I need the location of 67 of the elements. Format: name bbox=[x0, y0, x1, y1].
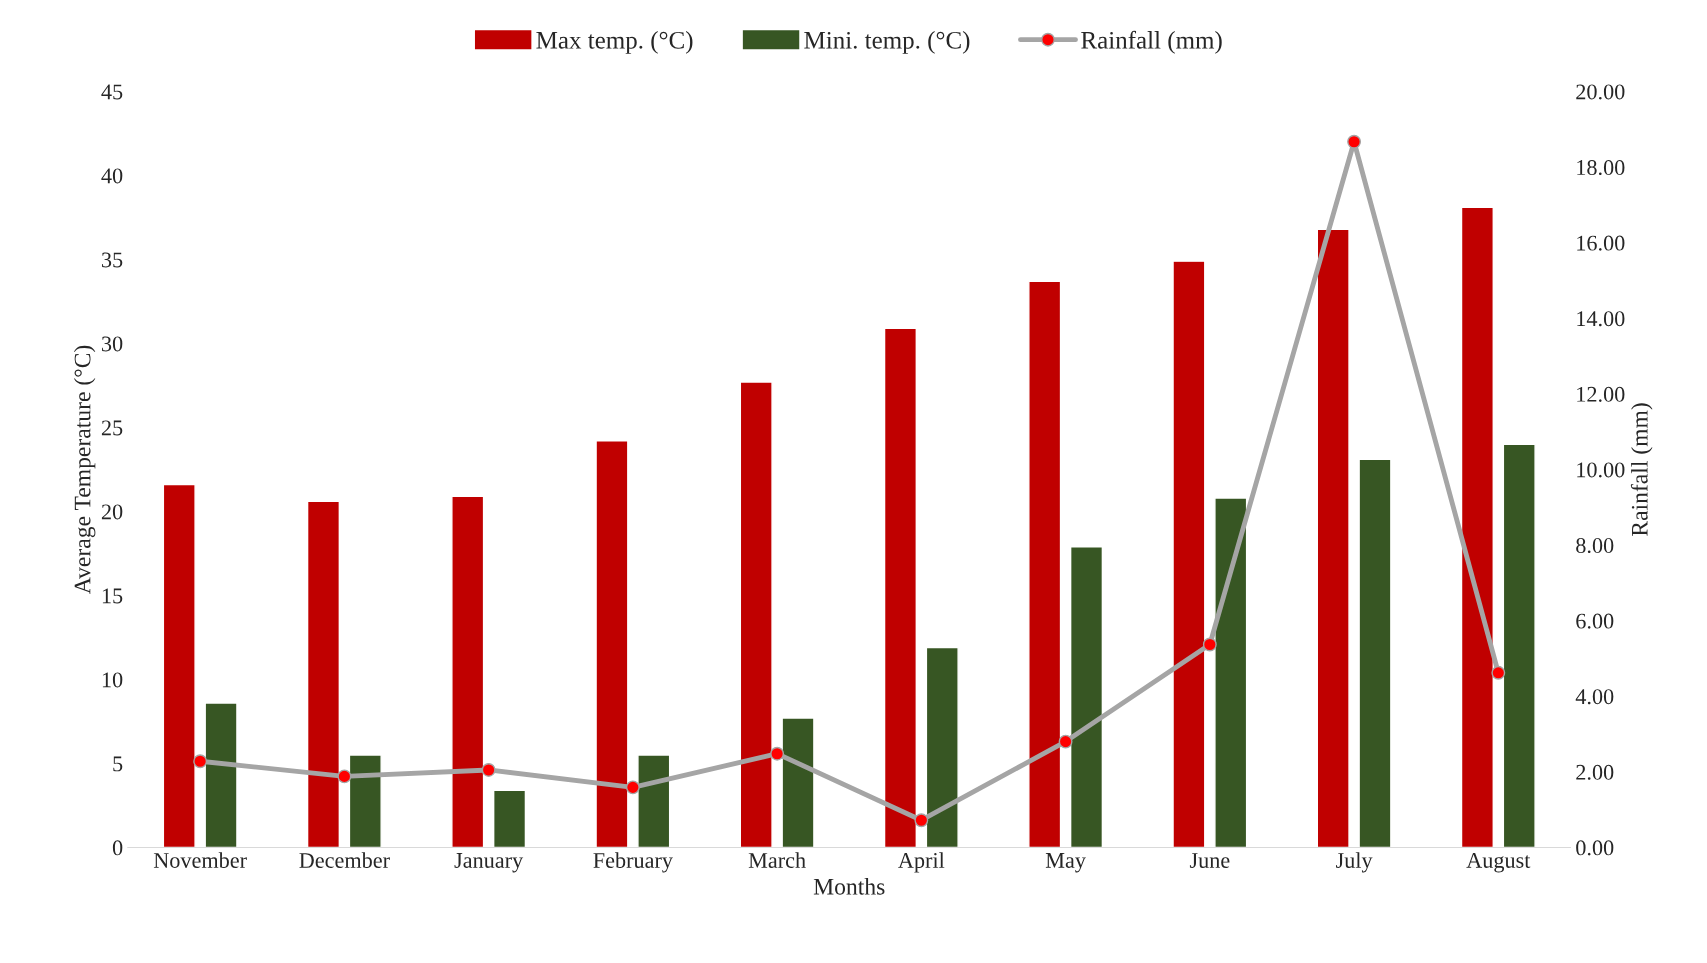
x-axis-title: Months bbox=[813, 878, 885, 895]
x-tick-label: August bbox=[1466, 852, 1531, 873]
y-tick-label: 30 bbox=[102, 336, 123, 352]
y2-tick-label: 2.00 bbox=[1576, 764, 1614, 780]
bar bbox=[204, 702, 238, 848]
point bbox=[625, 780, 640, 795]
x-tick-label: December bbox=[299, 852, 390, 868]
y2-tick-label: 18.00 bbox=[1577, 160, 1625, 176]
x-tick-label: March bbox=[748, 852, 806, 868]
bar bbox=[739, 381, 773, 848]
point bbox=[1491, 665, 1506, 680]
bar bbox=[1358, 458, 1392, 848]
y2-axis-title: Rainfall (mm) bbox=[1630, 403, 1653, 536]
y-tick-label: 45 bbox=[101, 84, 123, 100]
x-tick-label: July bbox=[1336, 852, 1373, 873]
point bbox=[1202, 637, 1217, 652]
x-tick-label: May bbox=[1045, 853, 1086, 873]
bar bbox=[595, 440, 629, 848]
y2-tick-label: 10.00 bbox=[1577, 462, 1625, 478]
bar bbox=[1214, 497, 1248, 848]
y-tick-label: 35 bbox=[102, 252, 123, 268]
legend-label: Max temp. (°C) bbox=[536, 31, 693, 54]
legend-label: Rainfall (mm) bbox=[1081, 30, 1222, 54]
point bbox=[1347, 134, 1362, 149]
bar bbox=[1069, 546, 1104, 848]
x-tick-label: April bbox=[898, 852, 945, 873]
y2-tick-label: 14.00 bbox=[1577, 311, 1625, 327]
y2-tick-label: 16.00 bbox=[1577, 235, 1625, 251]
point bbox=[1058, 734, 1073, 749]
point bbox=[193, 754, 208, 769]
bar bbox=[1502, 443, 1536, 848]
y2-tick-label: 20.00 bbox=[1576, 84, 1625, 100]
y-tick-label: 15 bbox=[102, 588, 123, 604]
bar bbox=[637, 754, 671, 848]
bar bbox=[306, 500, 341, 848]
bar bbox=[1316, 228, 1350, 848]
bar bbox=[883, 327, 917, 848]
y-tick-label: 5 bbox=[113, 756, 123, 772]
x-tick-label: February bbox=[593, 852, 673, 873]
point bbox=[770, 746, 785, 761]
x-tick-label: November bbox=[153, 852, 247, 868]
x-tick-label: June bbox=[1189, 853, 1230, 868]
bar bbox=[451, 495, 485, 848]
x-tick-label: January bbox=[454, 853, 524, 873]
y2-tick-label: 6.00 bbox=[1576, 613, 1614, 629]
point bbox=[337, 769, 352, 784]
bar bbox=[492, 789, 527, 848]
bar bbox=[781, 717, 815, 848]
bar bbox=[925, 646, 959, 848]
y2-tick-label: 12.00 bbox=[1577, 386, 1625, 402]
y-tick-label: 40 bbox=[101, 168, 123, 184]
y-tick-label: 0 bbox=[112, 840, 123, 856]
bar bbox=[1460, 206, 1494, 848]
bar bbox=[1172, 260, 1206, 848]
bar bbox=[162, 483, 196, 848]
y-tick-label: 20 bbox=[101, 504, 123, 520]
y2-tick-label: 8.00 bbox=[1576, 537, 1614, 554]
y2-tick-label: 0.00 bbox=[1576, 840, 1614, 856]
point bbox=[481, 763, 496, 777]
y-axis-title: Average Temperature (°C) bbox=[73, 345, 96, 594]
bar bbox=[1028, 280, 1062, 848]
y-tick-label: 25 bbox=[101, 420, 123, 436]
legend-label: Mini. temp. (°C) bbox=[804, 31, 970, 54]
point bbox=[914, 813, 929, 828]
y2-tick-label: 4.00 bbox=[1575, 689, 1614, 705]
bar bbox=[348, 754, 382, 848]
y-tick-label: 10 bbox=[102, 672, 123, 688]
